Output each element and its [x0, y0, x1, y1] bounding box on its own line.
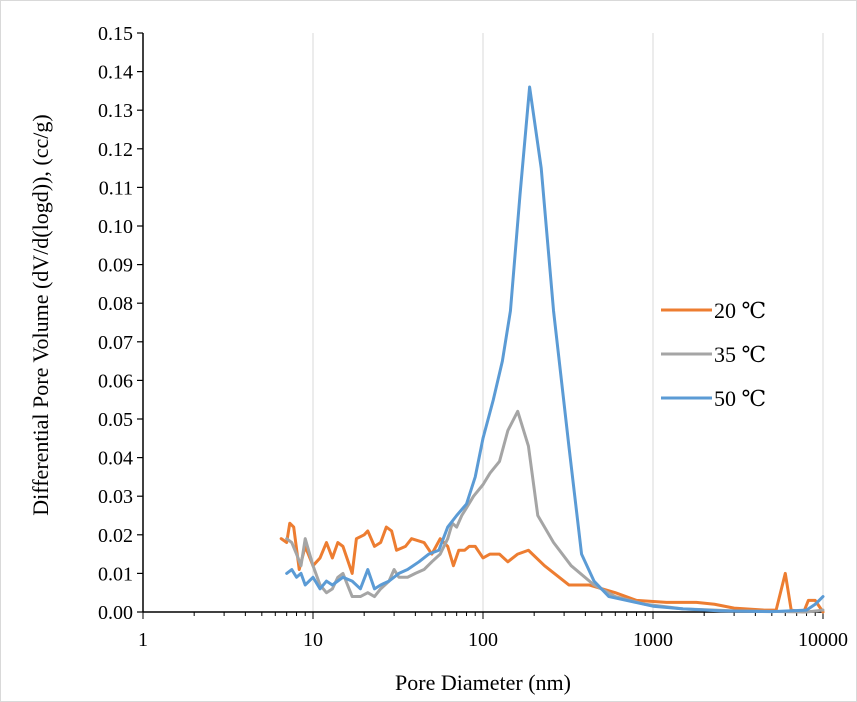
- x-tick-label: 10000: [798, 629, 848, 651]
- gridlines: [312, 33, 824, 612]
- y-tick-label: 0.14: [98, 62, 133, 84]
- series-line-35: [285, 409, 825, 614]
- y-tick-label: 0.15: [98, 23, 133, 45]
- legend-label: 50 ℃: [714, 386, 766, 411]
- x-axis-title: Pore Diameter (nm): [395, 670, 571, 695]
- y-tick-label: 0.03: [98, 486, 133, 508]
- legend-label: 35 ℃: [714, 342, 766, 367]
- series-line-20: [279, 521, 825, 614]
- y-tick-label: 0.10: [98, 216, 133, 238]
- y-tick-label: 0.13: [98, 100, 133, 122]
- legend: 20 ℃ 35 ℃ 50 ℃: [661, 298, 766, 411]
- axes: 0.00 0.01 0.02 0.03 0.04 0.05 0.06 0.07 0.08 0.09…: [98, 23, 848, 651]
- y-tick-label: 0.05: [98, 409, 133, 431]
- x-tick-label: 100: [468, 629, 498, 651]
- y-tick-label: 0.01: [98, 563, 133, 585]
- y-tick-label: 0.12: [98, 139, 133, 161]
- y-tick-label: 0.08: [98, 293, 133, 315]
- x-tick-label: 1: [138, 629, 148, 651]
- y-tick-label: 0.11: [99, 177, 133, 199]
- y-tick-label: 0.04: [98, 448, 133, 470]
- x-tick-label: 1000: [633, 629, 673, 651]
- x-tick-label: 10: [303, 629, 323, 651]
- series-line-50: [285, 85, 825, 614]
- legend-label: 20 ℃: [714, 298, 766, 323]
- y-tick-label: 0.00: [98, 602, 133, 624]
- y-axis-title: Differential Pore Volume (dV/d(logd)), (…: [28, 114, 53, 515]
- y-tick-label: 0.06: [98, 370, 133, 392]
- y-tick-label: 0.07: [98, 332, 133, 354]
- y-tick-label: 0.09: [98, 255, 133, 277]
- y-tick-label: 0.02: [98, 525, 133, 547]
- series-lines: [279, 85, 825, 614]
